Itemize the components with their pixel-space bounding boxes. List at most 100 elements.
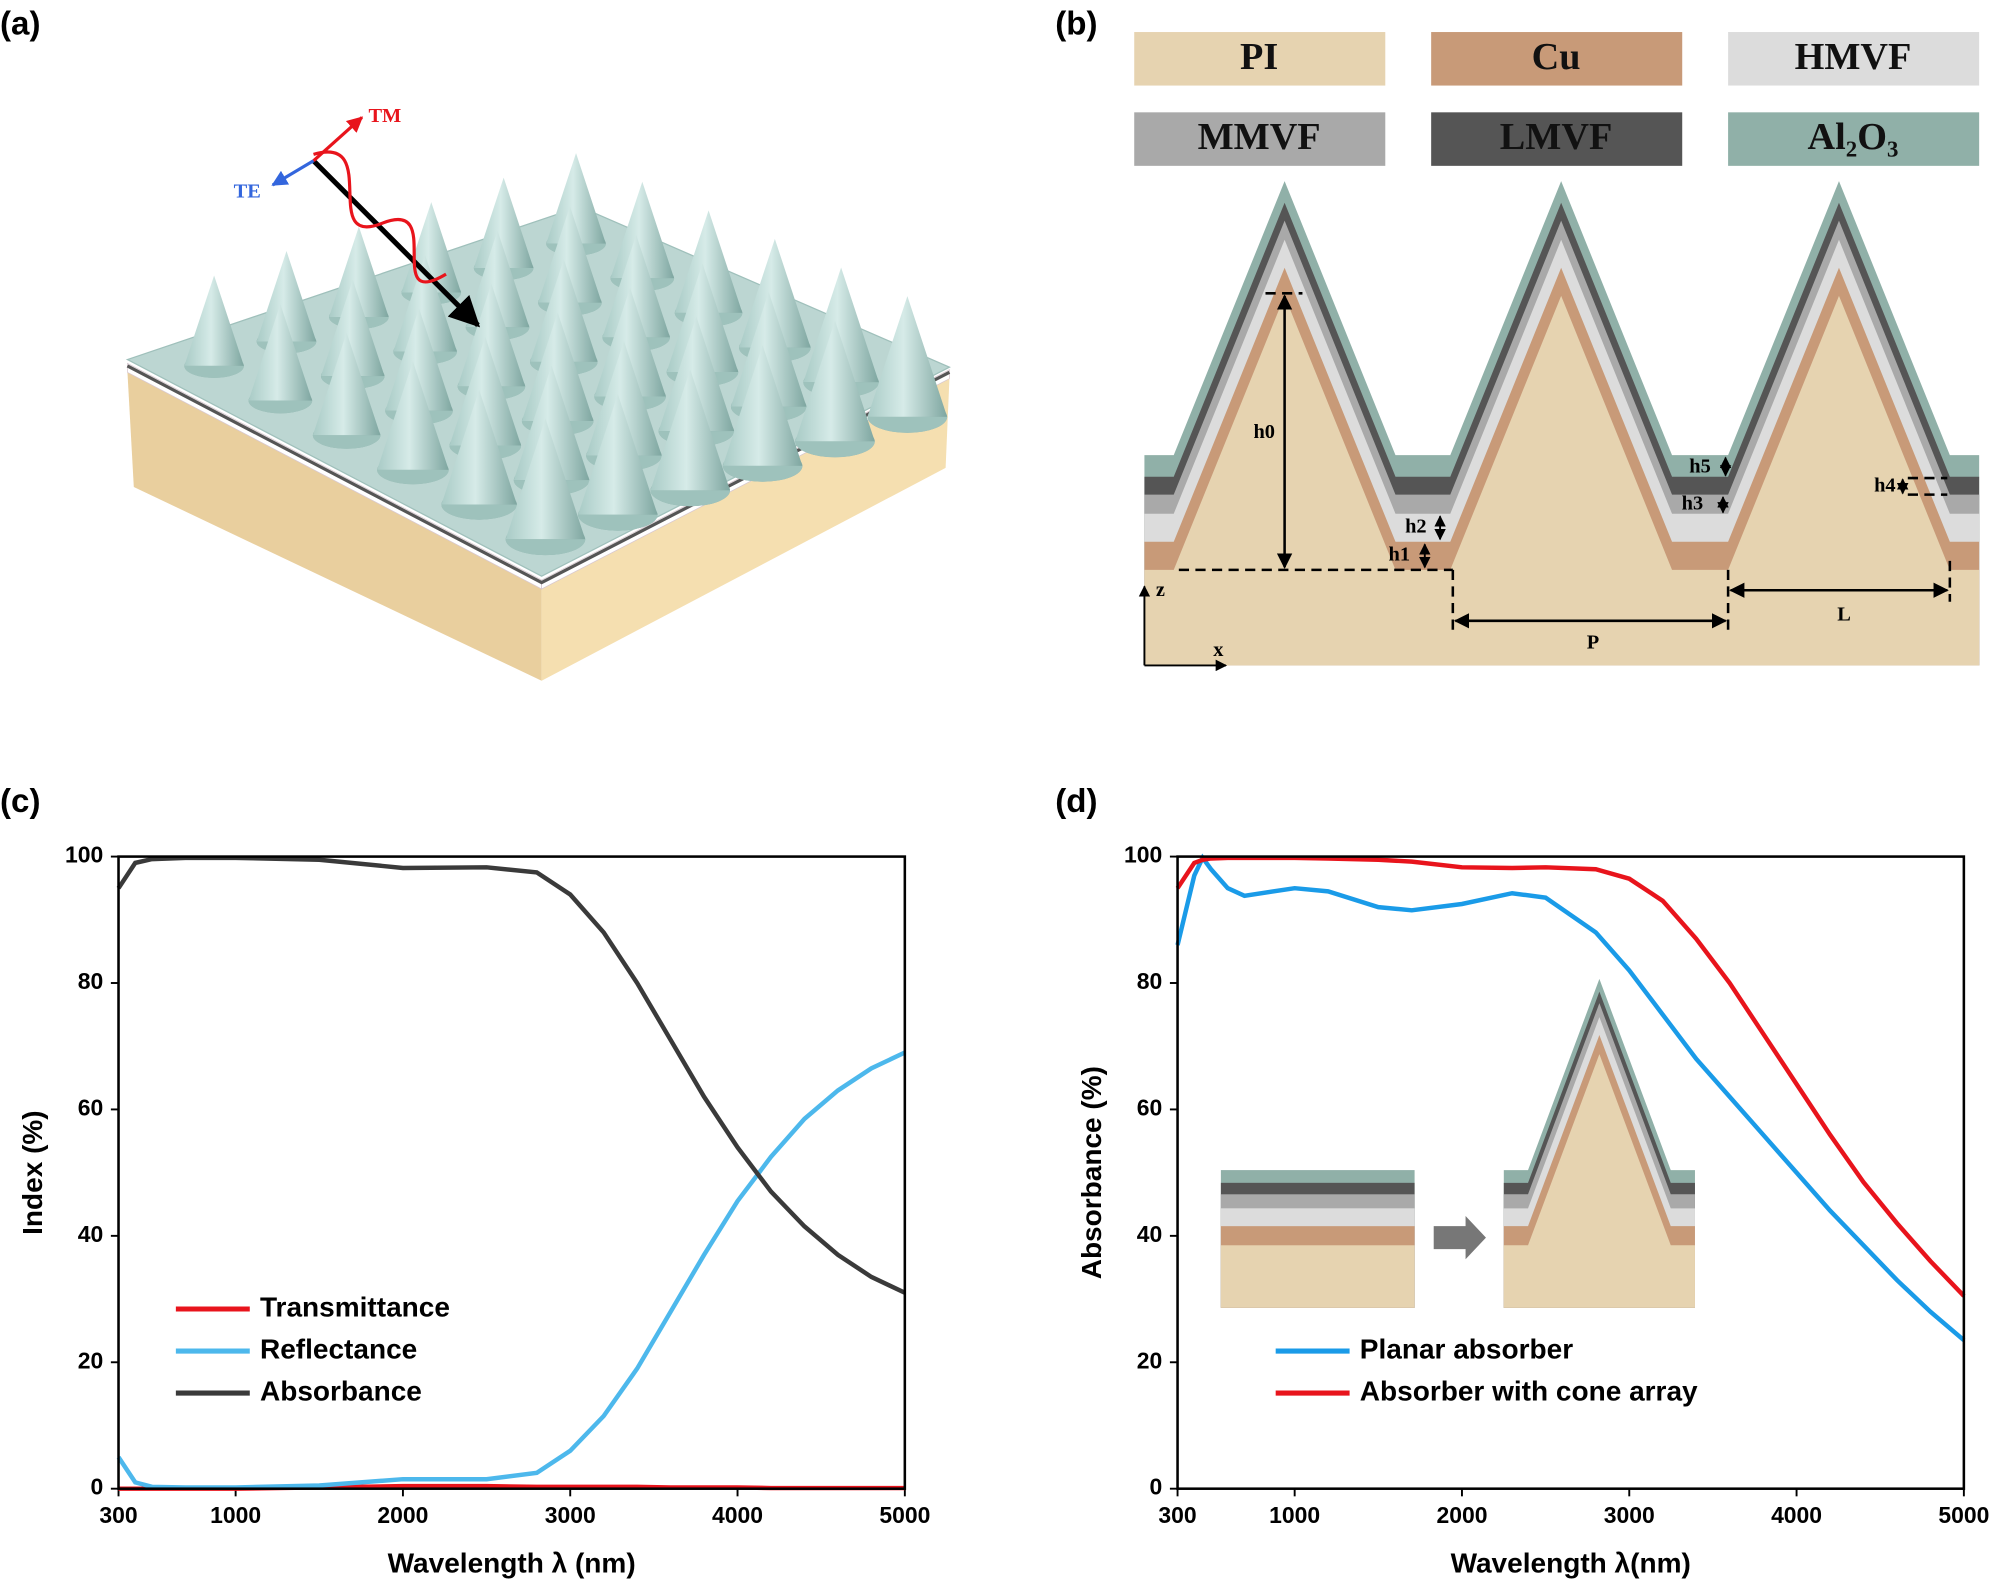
cone <box>722 345 803 466</box>
cone-base-front <box>795 441 875 458</box>
x-tick-label: 3000 <box>545 1502 596 1528</box>
x-tick-label: 300 <box>1158 1502 1196 1528</box>
material-swatch <box>1134 112 1386 166</box>
material-swatch <box>1431 32 1683 86</box>
cone <box>730 292 807 407</box>
y-tick-label: 0 <box>1150 1474 1163 1500</box>
cone-base-front <box>184 365 244 378</box>
legend-label: Absorber with cone array <box>1360 1376 1698 1407</box>
cone <box>594 287 666 397</box>
cone <box>795 320 875 442</box>
cone <box>256 251 317 342</box>
cone <box>393 255 457 352</box>
legend-label: Reflectance <box>260 1333 417 1364</box>
legend-label: Transmittance <box>260 1291 450 1322</box>
cone-base-front <box>312 435 381 449</box>
x-tick-label: 4000 <box>712 1502 763 1528</box>
chart-c: 300 1000 2000 3000 4000 5000 0 20 40 60 80 100 Wavel… <box>17 842 931 1579</box>
cone-base-front <box>650 490 731 507</box>
cone-base-front <box>867 416 948 433</box>
dim-label: h3 <box>1682 493 1704 515</box>
cone <box>530 259 598 362</box>
x-tick-label: 2000 <box>377 1502 428 1528</box>
y-tick-label: 20 <box>78 1347 104 1373</box>
layer <box>1220 1245 1415 1308</box>
legend-label: Planar absorber <box>1360 1333 1573 1364</box>
x-axis-label: Wavelength λ (nm) <box>388 1548 636 1579</box>
x-tick-label: 2000 <box>1436 1502 1487 1528</box>
cone <box>521 312 594 421</box>
cone-base-front <box>377 469 449 485</box>
y-tick-label: 100 <box>65 842 103 868</box>
cross-section <box>1144 181 1980 666</box>
material-name: PI <box>1240 36 1278 78</box>
cone <box>457 283 526 387</box>
material-swatch <box>1134 32 1386 86</box>
dim-label: h5 <box>1689 456 1711 478</box>
cone <box>449 336 522 446</box>
series-line <box>116 1050 906 1490</box>
inset <box>1220 978 1695 1308</box>
series-line <box>116 855 906 1295</box>
cone <box>602 234 670 338</box>
y-axis-label: Absorbance (%) <box>1076 1066 1107 1279</box>
material-name: Al₂O₃ <box>1808 116 1899 158</box>
cone <box>377 361 449 470</box>
te-label: TE <box>234 180 261 202</box>
cone-base-front <box>441 504 517 520</box>
y-tick-label: 80 <box>78 968 104 994</box>
cone-base-front <box>578 514 658 531</box>
y-tick-label: 100 <box>1124 842 1162 868</box>
axis-x: x <box>1213 639 1224 661</box>
cone <box>546 153 606 244</box>
chart-d: 300 1000 2000 3000 4000 5000 0 20 40 60 80 100 Wavel… <box>1076 842 1990 1579</box>
panel-label: (d) <box>1055 783 1097 820</box>
cone <box>248 304 313 401</box>
dim-label: h4 <box>1874 475 1896 497</box>
y-tick-label: 0 <box>90 1474 103 1500</box>
x-tick-label: 3000 <box>1604 1502 1655 1528</box>
material-swatch <box>1431 112 1683 166</box>
axis-z: z <box>1156 579 1165 601</box>
cone <box>329 226 389 317</box>
dimensions: h0 h1 h2 h3 h4 h5 P Lz x <box>1138 292 1952 672</box>
cone <box>666 263 739 373</box>
dim-label: h2 <box>1405 515 1427 537</box>
cone <box>465 230 530 328</box>
cone <box>320 279 385 377</box>
cone <box>578 394 658 515</box>
cone <box>505 418 586 540</box>
plot-frame <box>1176 855 1966 1490</box>
material-name: MMVF <box>1198 116 1321 158</box>
material-name: LMVF <box>1500 116 1613 158</box>
cone <box>385 308 453 411</box>
series-line <box>1175 853 1966 1342</box>
cone <box>441 389 517 505</box>
cone <box>658 316 735 432</box>
cone-base-front <box>722 465 803 482</box>
panel-label: (a) <box>0 5 40 42</box>
cone <box>610 181 675 279</box>
cone <box>739 238 811 348</box>
x-tick-label: 300 <box>99 1502 137 1528</box>
panel-label: (c) <box>0 783 40 820</box>
layer <box>1503 1054 1695 1308</box>
inset-arrow <box>1433 1215 1486 1260</box>
cone <box>586 340 662 456</box>
x-tick-label: 4000 <box>1771 1502 1822 1528</box>
dim-label: L <box>1837 603 1851 625</box>
y-axis-label: Index (%) <box>17 1110 48 1235</box>
y-tick-label: 60 <box>1137 1094 1163 1120</box>
incident-wave <box>271 116 481 328</box>
dim-label: h1 <box>1389 543 1411 565</box>
cone <box>867 296 948 417</box>
material-name: HMVF <box>1795 36 1912 78</box>
material-legend: PI Cu HMVF MMVF LMVF Al₂O₃ <box>1134 32 1980 166</box>
tm-label: TM <box>368 105 401 127</box>
cone <box>184 275 244 366</box>
cone <box>650 369 731 491</box>
cone <box>803 267 879 383</box>
y-tick-label: 40 <box>1137 1221 1163 1247</box>
y-tick-label: 40 <box>78 1221 104 1247</box>
